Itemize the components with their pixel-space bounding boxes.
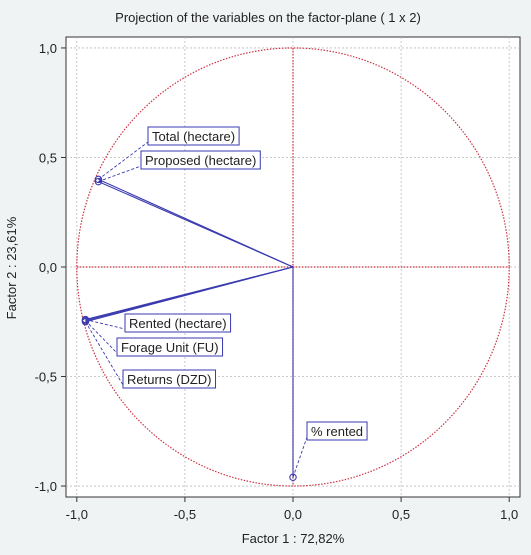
y-axis-label: Factor 2 : 23,61% bbox=[4, 216, 19, 319]
variable-label: Total (hectare) bbox=[152, 129, 235, 144]
variable-label-box bbox=[116, 337, 224, 357]
y-tick-label: 0,5 bbox=[39, 150, 57, 165]
variable-label: Forage Unit (FU) bbox=[121, 340, 219, 355]
variable-label-box bbox=[306, 421, 368, 441]
variable-label-box bbox=[147, 126, 240, 146]
label-leader-line bbox=[85, 321, 124, 386]
variable-label: Rented (hectare) bbox=[129, 316, 227, 331]
variable-label: Returns (DZD) bbox=[127, 372, 212, 387]
label-leader-line bbox=[292, 436, 308, 478]
x-tick-label: 0,5 bbox=[392, 507, 410, 522]
variable-label: Proposed (hectare) bbox=[145, 153, 256, 168]
y-tick-label: -1,0 bbox=[35, 479, 57, 494]
x-tick-label: 1,0 bbox=[500, 507, 518, 522]
variable-point bbox=[289, 473, 297, 482]
x-tick-label: -0,5 bbox=[174, 507, 196, 522]
x-tick-label: 0,0 bbox=[284, 507, 302, 522]
x-axis-label: Factor 1 : 72,82% bbox=[242, 531, 345, 546]
y-tick-label: 0,0 bbox=[39, 260, 57, 275]
y-tick-label: -0,5 bbox=[35, 370, 57, 385]
variable-label-box bbox=[122, 369, 217, 389]
variable-vector bbox=[85, 266, 294, 323]
variable-vector bbox=[98, 181, 294, 268]
label-leader-line bbox=[85, 320, 118, 354]
variable-point bbox=[81, 318, 90, 326]
variable-point bbox=[94, 175, 103, 184]
y-tick-label: 1,0 bbox=[39, 41, 57, 56]
label-leader-line bbox=[98, 141, 149, 180]
variable-label-box bbox=[124, 313, 232, 333]
plot-area: -1,0 1,0 -0,5 0,5 0,0 0,0 0,5 -0,5 1,0 -1,0 Total … bbox=[35, 36, 521, 522]
x-tick-label: -1,0 bbox=[66, 507, 88, 522]
variable-label-box bbox=[140, 150, 261, 170]
label-leader-line bbox=[98, 165, 142, 182]
label-leader-line bbox=[85, 319, 126, 330]
variable-point bbox=[94, 177, 103, 186]
variable-label: % rented bbox=[311, 424, 363, 439]
chart-title: Projection of the variables on the facto… bbox=[115, 10, 421, 25]
